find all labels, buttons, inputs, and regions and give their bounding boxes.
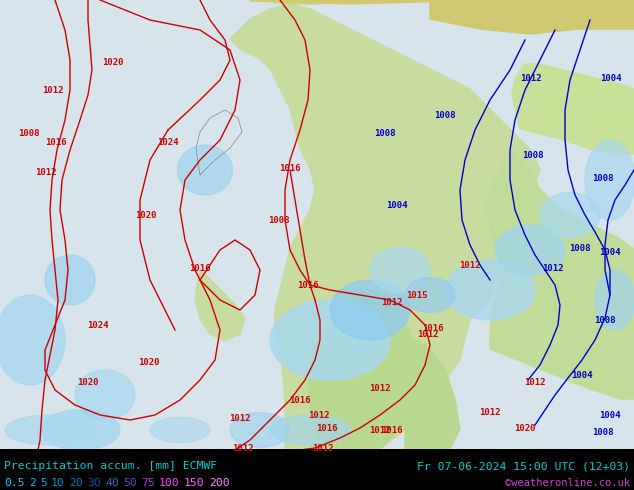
Text: 1024: 1024 bbox=[87, 320, 109, 329]
Text: 1004: 1004 bbox=[599, 411, 621, 419]
Ellipse shape bbox=[495, 225, 565, 275]
Polygon shape bbox=[430, 0, 634, 34]
Text: 75: 75 bbox=[141, 478, 155, 488]
Text: 1020: 1020 bbox=[102, 57, 124, 67]
Text: 1008: 1008 bbox=[434, 111, 456, 120]
Text: 1015: 1015 bbox=[406, 291, 428, 299]
Text: 10: 10 bbox=[51, 478, 65, 488]
Text: 1020: 1020 bbox=[135, 211, 157, 220]
Ellipse shape bbox=[370, 247, 430, 293]
Text: 1012: 1012 bbox=[542, 264, 564, 272]
Text: 0.5: 0.5 bbox=[4, 478, 25, 488]
Ellipse shape bbox=[270, 415, 350, 445]
Ellipse shape bbox=[270, 300, 390, 380]
Ellipse shape bbox=[445, 260, 535, 320]
Ellipse shape bbox=[178, 145, 233, 195]
Text: 1012: 1012 bbox=[479, 408, 501, 416]
Text: 1016: 1016 bbox=[190, 264, 210, 272]
Text: 1012: 1012 bbox=[369, 384, 391, 392]
Text: 1024: 1024 bbox=[157, 138, 179, 147]
Text: 50: 50 bbox=[123, 478, 137, 488]
Ellipse shape bbox=[595, 270, 634, 330]
Text: 1012: 1012 bbox=[521, 74, 541, 82]
Ellipse shape bbox=[405, 277, 455, 313]
Text: 1016: 1016 bbox=[422, 323, 444, 333]
Ellipse shape bbox=[585, 140, 634, 220]
Text: 1012: 1012 bbox=[459, 261, 481, 270]
Text: 20: 20 bbox=[69, 478, 83, 488]
Text: 1016: 1016 bbox=[45, 138, 67, 147]
Text: 150: 150 bbox=[184, 478, 205, 488]
Text: 1012: 1012 bbox=[381, 297, 403, 307]
Text: 1020: 1020 bbox=[77, 377, 99, 387]
Text: Precipitation accum. [mm] ECMWF: Precipitation accum. [mm] ECMWF bbox=[4, 461, 217, 471]
Text: 1012: 1012 bbox=[36, 168, 57, 176]
Text: 200: 200 bbox=[209, 478, 230, 488]
Polygon shape bbox=[308, 289, 420, 449]
Ellipse shape bbox=[330, 280, 410, 340]
Text: 1008: 1008 bbox=[268, 216, 290, 224]
Text: 1020: 1020 bbox=[514, 423, 536, 433]
Text: 1012: 1012 bbox=[524, 377, 546, 387]
Text: 1008: 1008 bbox=[594, 316, 616, 324]
Polygon shape bbox=[195, 269, 245, 341]
Text: 1004: 1004 bbox=[571, 370, 593, 379]
Text: 1012: 1012 bbox=[230, 414, 251, 422]
Text: 1004: 1004 bbox=[600, 74, 622, 82]
Polygon shape bbox=[390, 339, 460, 449]
Text: 1012: 1012 bbox=[232, 443, 254, 452]
Text: 1016: 1016 bbox=[297, 280, 319, 290]
Text: 1012: 1012 bbox=[417, 329, 439, 339]
Text: Fr 07-06-2024 15:00 UTC (12+03): Fr 07-06-2024 15:00 UTC (12+03) bbox=[417, 461, 630, 471]
Text: 1016: 1016 bbox=[316, 423, 338, 433]
Ellipse shape bbox=[540, 193, 600, 238]
Polygon shape bbox=[512, 64, 634, 154]
Text: 5: 5 bbox=[40, 478, 47, 488]
Text: ©weatheronline.co.uk: ©weatheronline.co.uk bbox=[505, 478, 630, 488]
Ellipse shape bbox=[230, 413, 290, 447]
Text: 1008: 1008 bbox=[569, 244, 591, 252]
Text: 1004: 1004 bbox=[386, 200, 408, 210]
Text: 1020: 1020 bbox=[138, 358, 160, 367]
Text: 40: 40 bbox=[105, 478, 119, 488]
Text: 1012: 1012 bbox=[42, 85, 64, 95]
Polygon shape bbox=[250, 0, 350, 4]
Ellipse shape bbox=[75, 370, 135, 420]
Text: 1008: 1008 bbox=[18, 128, 40, 138]
Text: 1008: 1008 bbox=[592, 173, 614, 182]
Ellipse shape bbox=[0, 295, 65, 385]
Text: 1008: 1008 bbox=[522, 150, 544, 160]
Text: 1008: 1008 bbox=[592, 427, 614, 437]
Text: 1016: 1016 bbox=[381, 425, 403, 435]
Ellipse shape bbox=[45, 255, 95, 305]
Text: 1016: 1016 bbox=[289, 395, 311, 405]
Text: 1012: 1012 bbox=[308, 411, 330, 419]
Text: 1012: 1012 bbox=[313, 443, 333, 452]
Polygon shape bbox=[230, 4, 540, 449]
Polygon shape bbox=[485, 149, 634, 399]
Text: 2: 2 bbox=[29, 478, 36, 488]
Text: 1008: 1008 bbox=[374, 128, 396, 138]
Text: 1016: 1016 bbox=[279, 164, 301, 172]
Ellipse shape bbox=[150, 417, 210, 442]
Text: 1004: 1004 bbox=[599, 247, 621, 256]
Text: 1012: 1012 bbox=[369, 425, 391, 435]
Polygon shape bbox=[250, 0, 634, 7]
Text: 100: 100 bbox=[159, 478, 179, 488]
Ellipse shape bbox=[5, 415, 95, 445]
Text: 30: 30 bbox=[87, 478, 101, 488]
Ellipse shape bbox=[40, 410, 120, 450]
